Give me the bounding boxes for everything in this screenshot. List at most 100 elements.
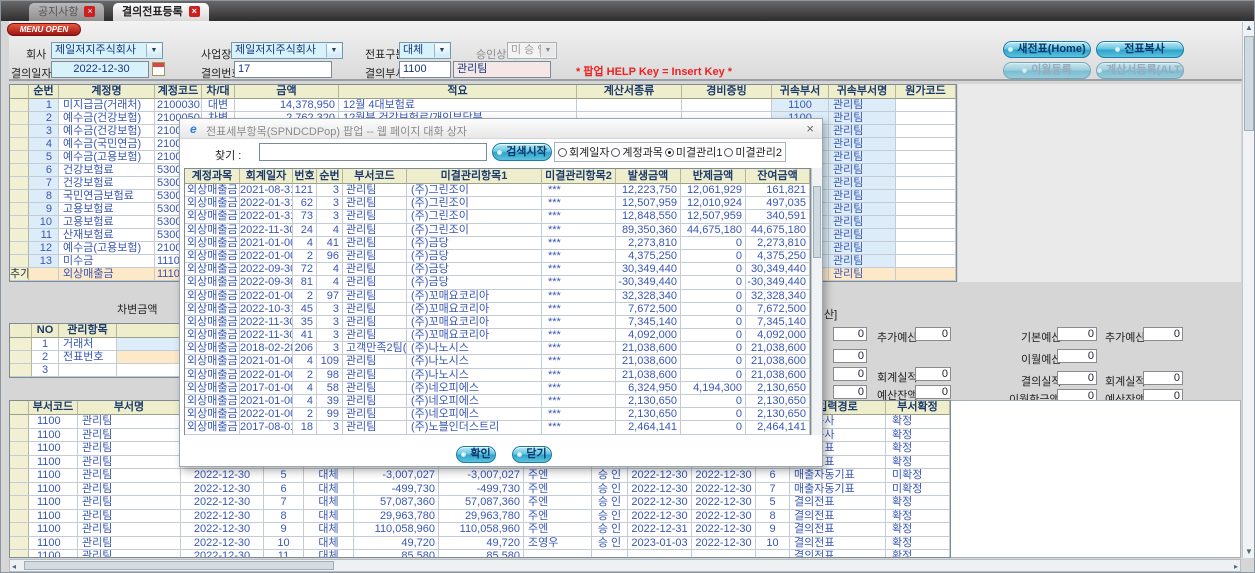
tab-slip-register[interactable]: 결의전표등록 × (113, 3, 209, 21)
vertical-scrollbar[interactable]: ▲ ▼ (1242, 22, 1254, 558)
copy-slip-button[interactable]: 전표복사 (1096, 41, 1184, 58)
budget-field[interactable]: 0 (915, 327, 951, 341)
cell: 관리팀 (829, 177, 896, 190)
cell: 외상매출금 (185, 368, 240, 382)
find-input[interactable] (259, 143, 487, 161)
radio-option[interactable]: 미결관리1 (664, 144, 722, 160)
table-row[interactable]: 1100 관리팀 2022-12-30 11 대체 85,580 85,580 … (10, 550, 950, 557)
company-select[interactable]: 제일저지주식회사 ▼ (51, 42, 163, 59)
chevron-down-icon[interactable]: ▼ (146, 44, 161, 57)
cell: 관리팀 (343, 395, 407, 409)
cell: 관리팀 (78, 455, 181, 469)
scrollbar-thumb[interactable] (813, 186, 821, 258)
popup-title-bar[interactable]: e 전표세부항목(SPNDCDPop) 팝업 -- 웹 페이지 대화 상자 × (180, 119, 822, 139)
table-row[interactable]: 외상매출금 2017-01-00 4 58 관리팀 (주)네오피에스 *** 6… (185, 381, 810, 395)
cell: 관리팀 (78, 442, 181, 456)
approval-select: 미 승 인 ▼ (507, 42, 557, 59)
budget-field[interactable]: 0 (833, 367, 867, 381)
radio-option[interactable]: 계정과목 (611, 144, 663, 160)
chevron-down-icon[interactable]: ▼ (326, 44, 341, 57)
column-header: 관리항목 (59, 324, 117, 338)
cell: 4 (29, 138, 59, 151)
table-row[interactable]: 외상매출금 2022-11-30 35 3 관리팀 (주)꼬매요코리아 *** … (185, 315, 810, 330)
table-row[interactable]: 외상매출금 2018-02-28 206 3 고객만족2팀(J2 (주)나노시스… (185, 342, 810, 356)
cell: *** (542, 315, 616, 330)
budget-field[interactable]: 0 (915, 385, 951, 399)
table-row[interactable]: 외상매출금 2022-01-00 2 96 관리팀 (주)금당 *** 4,37… (185, 249, 810, 264)
scrollbar-thumb[interactable] (1244, 36, 1254, 131)
horizontal-scrollbar[interactable]: ◂ ▸ (9, 559, 1241, 572)
tab-close-icon[interactable]: × (84, 6, 96, 17)
budget-field[interactable]: 0 (1057, 349, 1097, 363)
table-row[interactable]: 1100 관리팀 2022-12-30 8 대체 29,963,780 29,9… (10, 509, 950, 523)
cell: 고객만족2팀(J2 (343, 342, 407, 356)
cell (10, 177, 29, 190)
cell: 승 인 (592, 469, 628, 483)
budget-field[interactable]: 0 (1057, 371, 1097, 385)
confirm-button[interactable]: 확인 (456, 446, 496, 463)
budget-field[interactable]: 0 (1143, 327, 1183, 341)
budget-field[interactable]: 0 (833, 385, 867, 399)
table-row[interactable]: 1100 관리팀 2022-12-30 9 대체 110,058,960 110… (10, 523, 950, 537)
budget-field[interactable]: 0 (1057, 327, 1097, 341)
radio-icon[interactable] (611, 147, 621, 157)
calendar-icon[interactable] (152, 62, 165, 76)
new-slip-button[interactable]: 새전표(Home) (1003, 41, 1091, 58)
budget-field[interactable]: 0 (915, 367, 951, 381)
chevron-down-icon[interactable]: ▼ (434, 44, 449, 57)
budget-field[interactable]: 0 (833, 349, 867, 363)
table-row[interactable]: 1100 관리팀 2022-12-30 6 대체 -499,730 -499,7… (10, 482, 950, 496)
table-row[interactable]: 외상매출금 2022-01-00 2 97 관리팀 (주)꼬매요코리아 *** … (185, 289, 810, 303)
dept-code-field[interactable]: 1100 (399, 61, 451, 78)
slip-type-select[interactable]: 대체 ▼ (399, 42, 451, 59)
scrollbar-thumb[interactable] (24, 561, 334, 570)
cell: 2022-10-31 (240, 302, 293, 316)
tab-notice[interactable]: 공지사항 × (29, 3, 105, 21)
budget-field[interactable]: 0 (833, 327, 867, 341)
budget-field[interactable]: 0 (1143, 371, 1183, 385)
radio-option[interactable]: 미결관리2 (724, 144, 782, 160)
date-field[interactable]: 2022-12-30 (51, 61, 149, 78)
cell: 0 (681, 289, 746, 303)
table-row[interactable]: 외상매출금 2021-01-00 4 109 관리팀 (주)나노시스 *** 2… (185, 355, 810, 369)
table-row[interactable]: 외상매출금 2021-01-00 4 39 관리팀 (주)네오피에스 *** 2… (185, 395, 810, 409)
radio-icon[interactable] (724, 147, 734, 157)
slip-no-field[interactable]: 17 (234, 61, 332, 78)
table-row[interactable]: 외상매출금 2021-08-31 121 3 관리팀 (주)그린조이 *** 1… (185, 184, 810, 198)
search-start-button[interactable]: 검색시작 (492, 143, 552, 161)
cell: 2022-01-00 (240, 289, 293, 303)
table-row[interactable]: 외상매출금 2022-09-30 72 4 관리팀 (주)금당 *** 30,3… (185, 263, 810, 277)
cell: 확정 (886, 523, 950, 537)
table-row[interactable]: 외상매출금 2017-08-01 18 3 관리팀 (주)노블인더스트리 ***… (185, 421, 810, 435)
popup-scrollbar[interactable] (811, 168, 822, 435)
cell: 7,672,500 (616, 302, 681, 316)
close-icon[interactable]: × (806, 121, 814, 136)
cell: 2 (29, 112, 59, 125)
table-row[interactable]: 1100 관리팀 2022-12-30 7 대체 57,087,360 57,0… (10, 496, 950, 510)
table-row[interactable]: 외상매출금 2022-01-31 73 3 관리팀 (주)그린조이 *** 12… (185, 210, 810, 224)
dept-name-field: 관리팀 (453, 61, 551, 78)
table-row[interactable]: 외상매출금 2021-01-00 4 41 관리팀 (주)금당 *** 2,27… (185, 236, 810, 250)
cell: 2022-12-30 (692, 496, 756, 510)
table-row[interactable]: 외상매출금 2022-01-00 2 99 관리팀 (주)네오피에스 *** 2… (185, 408, 810, 422)
table-row[interactable]: 1100 관리팀 2022-12-30 5 대체 -3,007,027 -3,0… (10, 469, 950, 483)
menu-open-badge[interactable]: MENU OPEN (7, 23, 81, 36)
radio-option[interactable]: 회계일자 (557, 144, 609, 160)
table-row[interactable]: 외상매출금 2022-11-30 41 3 관리팀 (주)꼬매요코리아 *** … (185, 329, 810, 343)
table-row[interactable]: 외상매출금 2022-10-31 45 3 관리팀 (주)꼬매요코리아 *** … (185, 302, 810, 316)
table-row[interactable]: 외상매출금 2022-01-00 2 98 관리팀 (주)나노시스 *** 21… (185, 368, 810, 382)
radio-icon[interactable] (557, 147, 567, 157)
cell: 매출자동기표 (790, 469, 886, 483)
tab-close-icon[interactable]: × (188, 6, 200, 17)
radio-icon[interactable] (664, 147, 674, 157)
table-row[interactable]: 1 미지급금(거래처) 21000301 대변 14,378,950 12월 4… (10, 99, 956, 112)
cell: 2022-01-00 (240, 249, 293, 264)
table-row[interactable]: 외상매출금 2022-09-30 81 4 관리팀 (주)금당 *** -30,… (185, 276, 810, 290)
table-row[interactable]: 1100 관리팀 2022-12-30 10 대체 49,720 49,720 … (10, 536, 950, 550)
table-row[interactable]: 외상매출금 2022-11-30 24 4 관리팀 (주)그린조이 *** 89… (185, 223, 810, 237)
site-select[interactable]: 제일저지주식회사 ▼ (231, 42, 343, 59)
close-button[interactable]: 닫기 (512, 446, 552, 463)
cell (896, 242, 956, 255)
column-header: 계정코드 (155, 85, 202, 99)
table-row[interactable]: 외상매출금 2022-01-31 62 3 관리팀 (주)그린조이 *** 12… (185, 197, 810, 211)
